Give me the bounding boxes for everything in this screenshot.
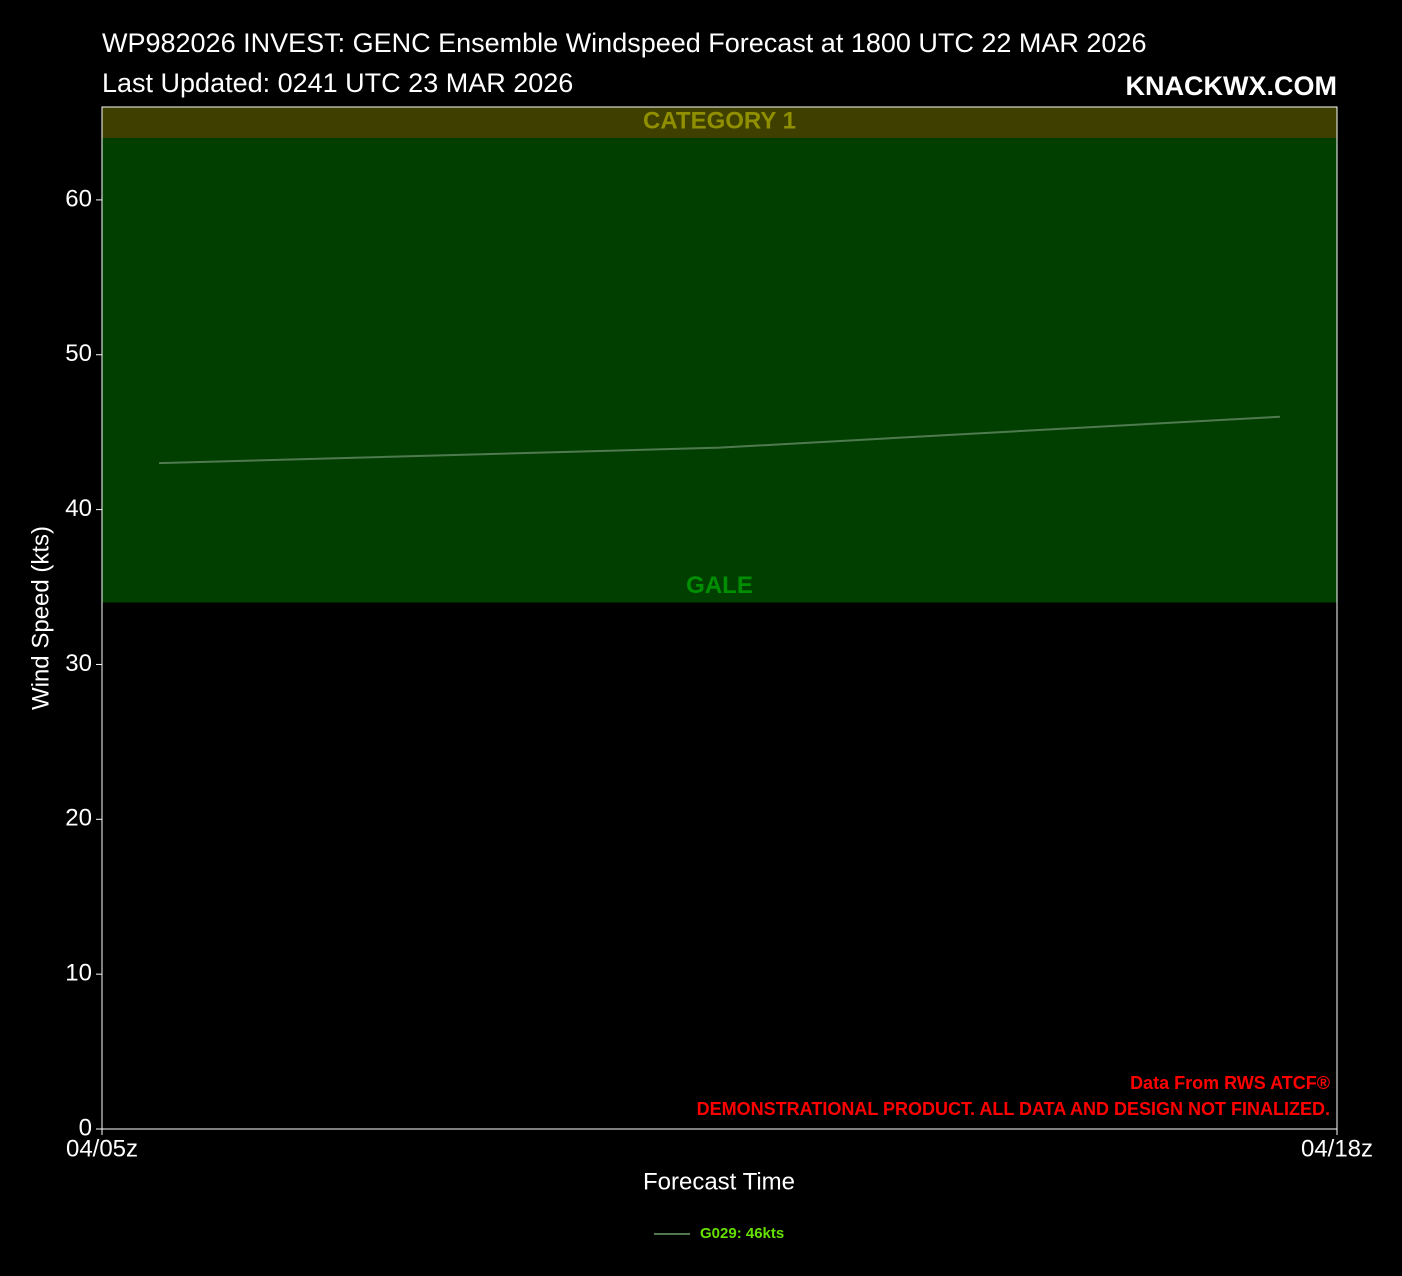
y-tick-label: 30 <box>65 650 92 677</box>
band-label: CATEGORY 1 <box>643 107 796 134</box>
y-tick-label: 50 <box>65 340 92 367</box>
threshold-band <box>102 137 1337 603</box>
y-tick-label: 0 <box>79 1114 92 1141</box>
chart-subtitle: Last Updated: 0241 UTC 23 MAR 2026 <box>102 68 573 98</box>
chart-title: WP982026 INVEST: GENC Ensemble Windspeed… <box>102 28 1146 58</box>
series-line <box>158 415 1281 465</box>
y-axis-label: Wind Speed (kts) <box>27 526 54 710</box>
annotation: Data From RWS ATCF® <box>1130 1073 1330 1093</box>
y-tick-label: 10 <box>65 959 92 986</box>
threshold-band <box>102 107 1337 138</box>
watermark: KNACKWX.COM <box>1126 71 1337 101</box>
y-tick-label: 60 <box>65 185 92 212</box>
x-axis-label: Forecast Time <box>643 1168 795 1195</box>
band-label: GALE <box>686 572 753 599</box>
x-tick-label: 04/05z <box>66 1135 138 1162</box>
y-tick-label: 40 <box>65 495 92 522</box>
legend-label: G029: 46kts <box>700 1225 784 1242</box>
x-tick-label: 04/18z <box>1301 1135 1373 1162</box>
annotation: DEMONSTRATIONAL PRODUCT. ALL DATA AND DE… <box>697 1099 1330 1119</box>
y-tick-label: 20 <box>65 805 92 832</box>
plot-frame <box>101 106 1338 1130</box>
